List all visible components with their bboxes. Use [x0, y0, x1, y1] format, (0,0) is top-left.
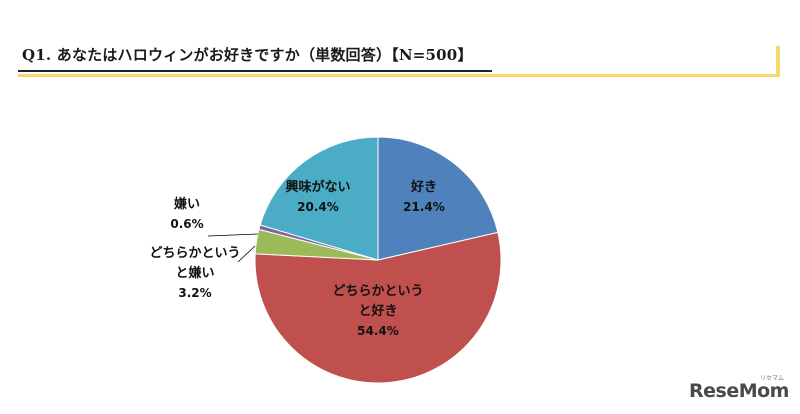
resemom-logo: ReseMom: [689, 380, 789, 402]
slice-percent-label-2: 3.2%: [178, 286, 211, 300]
title-underline: [18, 70, 492, 72]
slice-percent-label-0: 21.4%: [403, 200, 445, 214]
slice-name-label-1: どちらかという: [332, 284, 423, 299]
leader-line-3: [207, 233, 259, 237]
title-frame-bottom: [18, 74, 780, 77]
slice-name-label-3: 嫌い: [173, 196, 200, 212]
title-frame-right: [776, 46, 780, 76]
slice-name-label-2: どちらかという: [149, 246, 240, 261]
slice-percent-label-3: 0.6%: [170, 217, 203, 231]
slice-percent-label-1: 54.4%: [357, 324, 399, 338]
slice-name-label-4: 興味がない: [285, 179, 350, 195]
pie-slice-0: [377, 136, 499, 261]
slice-percent-label-4: 20.4%: [297, 200, 339, 214]
slice-name-label-2: と嫌い: [175, 265, 214, 281]
slice-name-label-0: 好き: [410, 179, 437, 195]
pie-slice-1: [254, 231, 502, 384]
pie-slice-4: [259, 136, 379, 261]
leader-line-2: [237, 245, 256, 263]
chart-title: Q1. あなたはハロウィンがお好きですか（単数回答）【N=500】: [22, 46, 473, 64]
slice-name-label-1: と好き: [358, 303, 397, 319]
resemom-logo-kana: リセマム: [760, 375, 785, 382]
